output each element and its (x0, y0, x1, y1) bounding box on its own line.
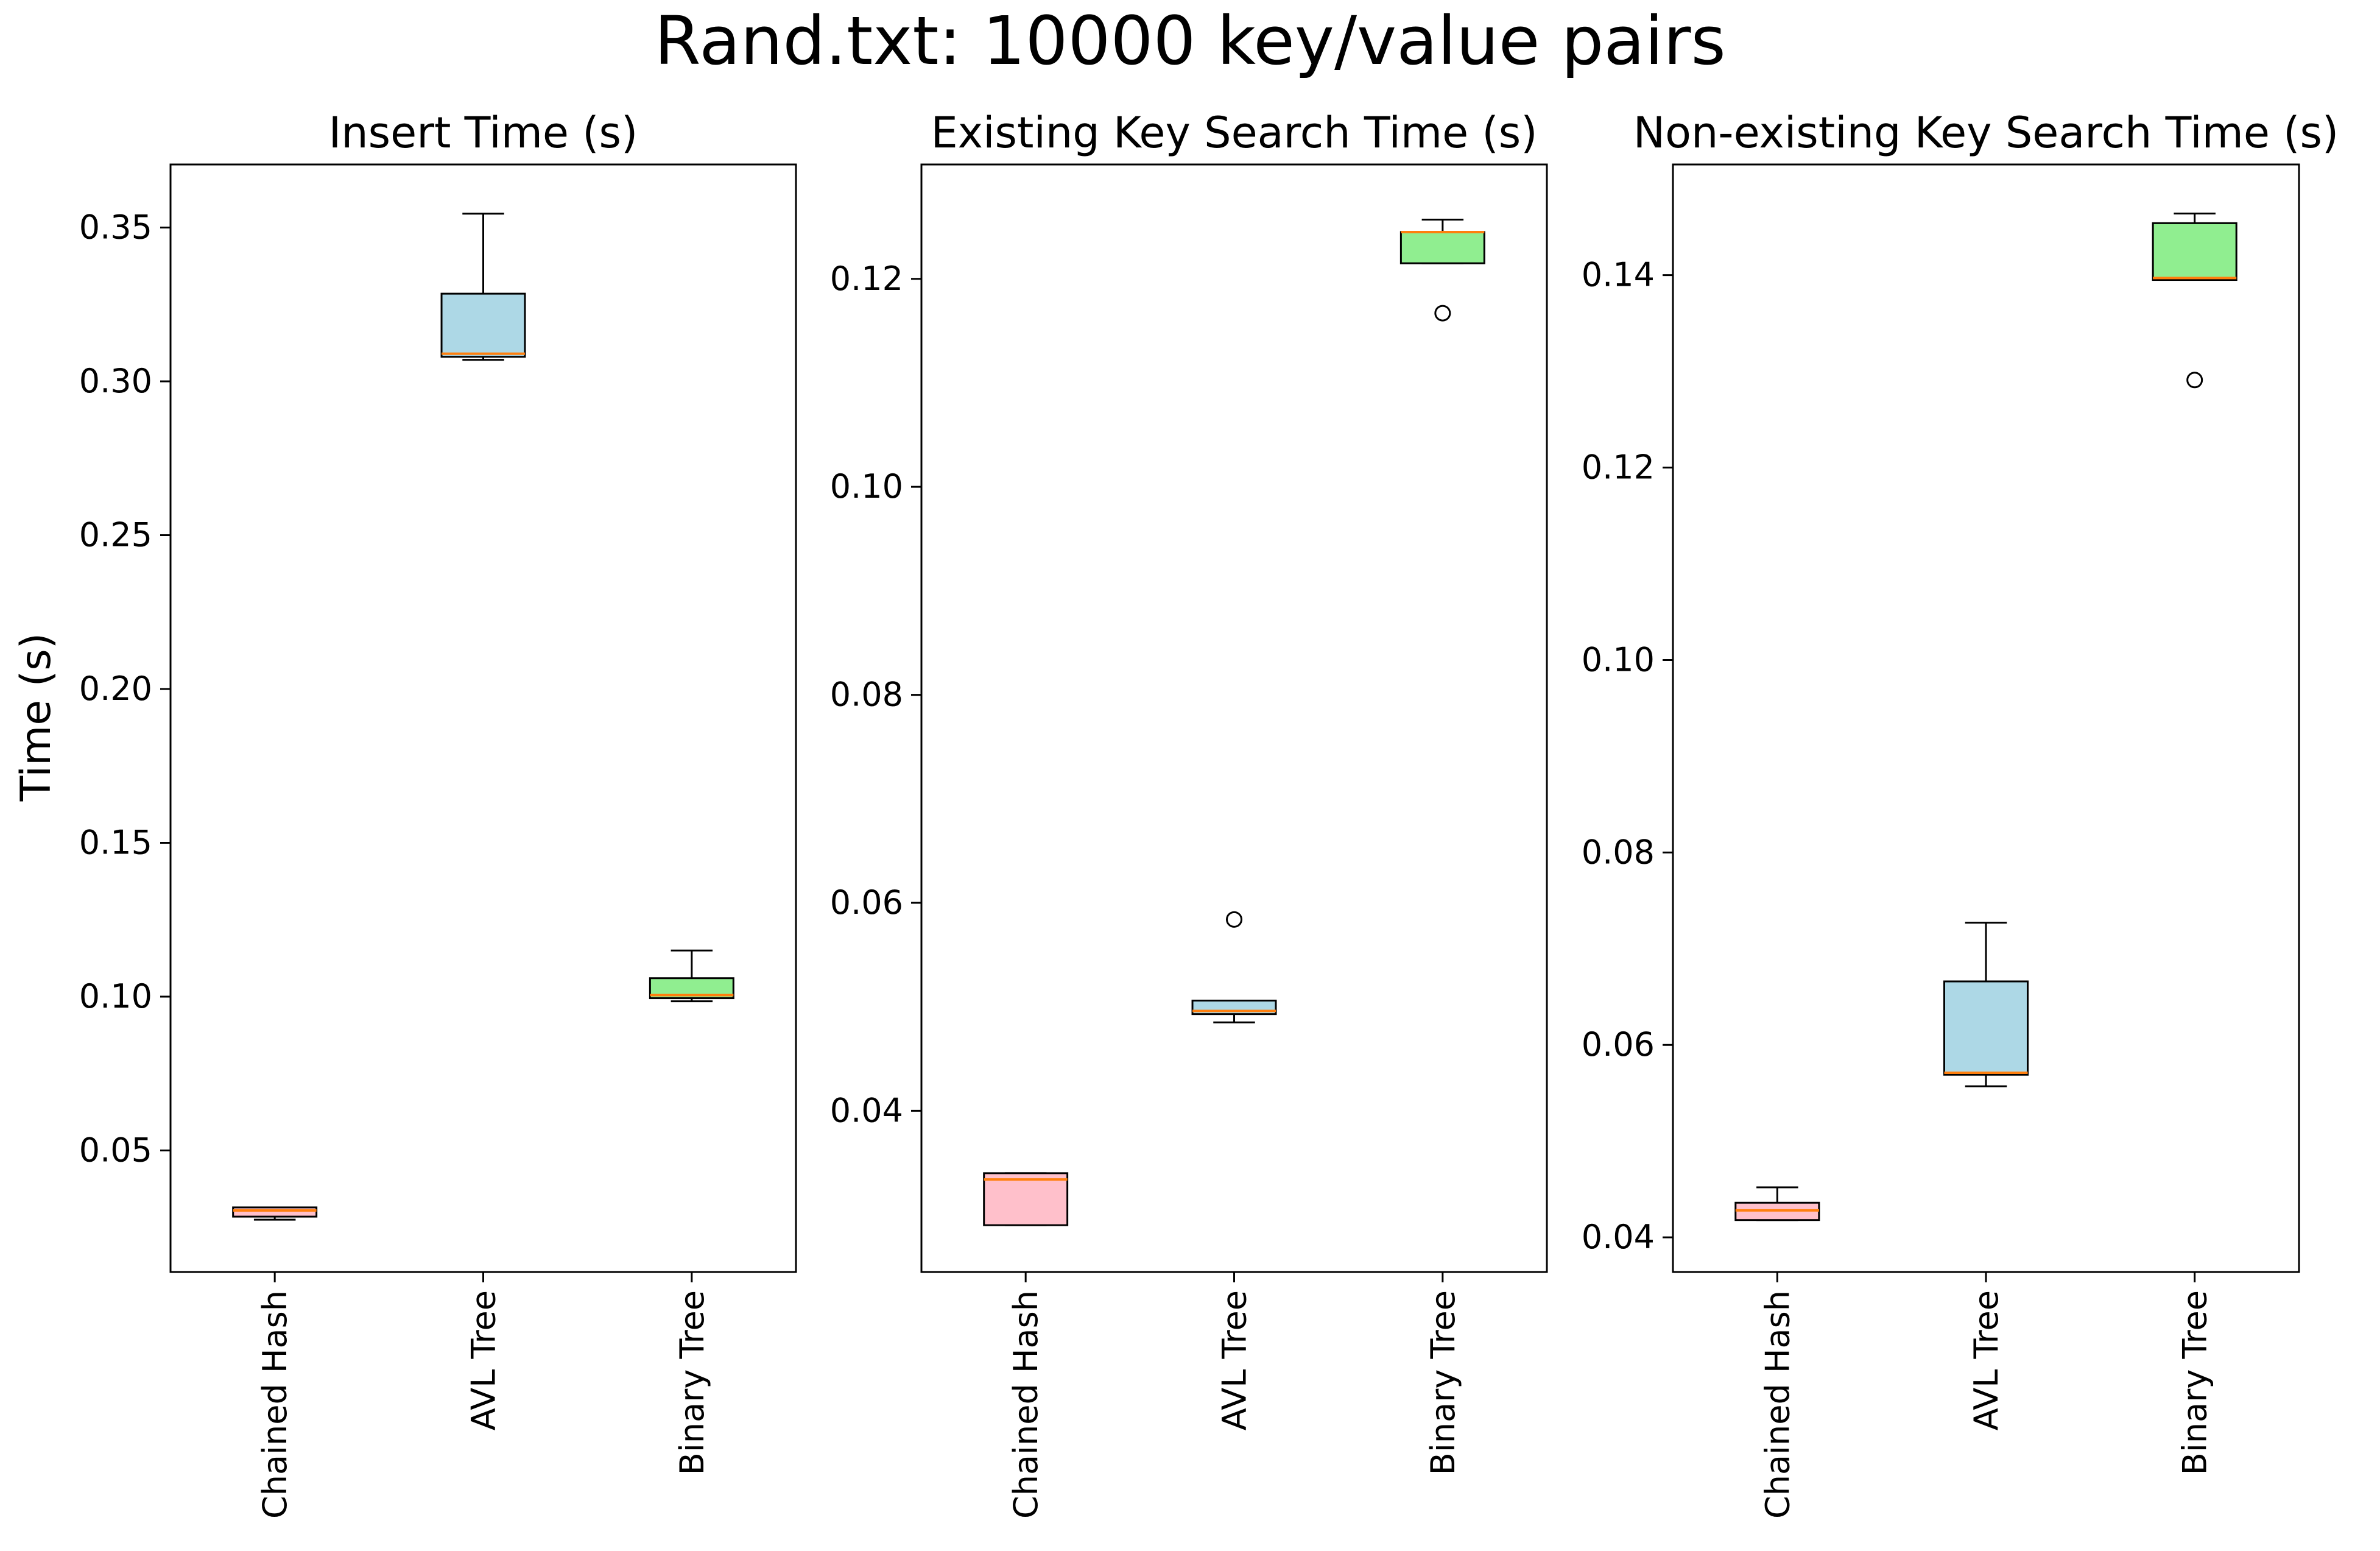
y-tick-label: 0.12 (1582, 448, 1655, 487)
outlier-point (1434, 305, 1451, 322)
subplot-2: Existing Key Search Time (s) 0.04 0.06 0.08… (830, 108, 1548, 1519)
subplot-3: Non-existing Key Search Time (s) 0.04 0.06… (1582, 108, 2339, 1519)
outlier-point (2186, 372, 2203, 389)
x-tick-label: Binary Tree (673, 1290, 711, 1475)
box-body (983, 1172, 1069, 1226)
outlier-point (1226, 911, 1242, 928)
box-avl-tree (1191, 911, 1277, 1023)
box-binary-tree (1399, 218, 1485, 322)
x-tick-label: AVL Tree (465, 1290, 503, 1430)
box-body (440, 292, 526, 358)
y-tick-label: 0.35 (79, 208, 152, 247)
axes-frame (920, 163, 1548, 1273)
y-tick-label: 0.08 (830, 676, 903, 714)
y-axis-label: Time (s) (12, 633, 60, 802)
axes-frame (169, 163, 797, 1273)
x-tick-label: Chained Hash (1758, 1290, 1797, 1519)
x-tick-label: Binary Tree (1424, 1290, 1462, 1475)
box-chained-hash (1734, 1186, 1820, 1221)
y-tick-label: 0.06 (1582, 1025, 1655, 1064)
y-tick-label: 0.10 (1582, 640, 1655, 679)
y-tick-label: 0.30 (79, 362, 152, 400)
box-body (1943, 980, 2029, 1076)
x-tick-label: AVL Tree (1216, 1290, 1254, 1430)
y-tick-label: 0.12 (830, 260, 903, 298)
box-avl-tree (440, 213, 526, 361)
y-tick-label: 0.10 (830, 467, 903, 506)
y-tick-label: 0.04 (830, 1091, 903, 1129)
y-tick-label: 0.04 (1582, 1218, 1655, 1256)
y-tick-label: 0.20 (79, 670, 152, 708)
y-tick-label: 0.10 (79, 977, 152, 1016)
box-body (1399, 231, 1485, 264)
box-binary-tree (2152, 213, 2237, 389)
x-tick-label: Chained Hash (1007, 1290, 1045, 1519)
box-body (232, 1206, 318, 1218)
y-tick-label: 0.06 (830, 883, 903, 922)
axes-frame (1672, 163, 2300, 1273)
subplots: Insert Time (s) 0.05 0.10 0.15 0.20 0.25 0.30 0… (79, 108, 2339, 1519)
y-tick-label: 0.14 (1582, 256, 1655, 294)
y-tick-label: 0.08 (1582, 833, 1655, 871)
subplot-title: Existing Key Search Time (s) (931, 108, 1537, 158)
y-tick-label: 0.25 (79, 516, 152, 554)
subplot-title: Non-existing Key Search Time (s) (1633, 108, 2339, 158)
box-body (2152, 222, 2237, 281)
box-binary-tree (649, 949, 734, 1003)
box-avl-tree (1943, 922, 2029, 1087)
x-tick-label: Binary Tree (2176, 1290, 2214, 1475)
box-chained-hash (232, 1206, 318, 1221)
subplot-title: Insert Time (s) (329, 108, 638, 158)
x-tick-label: Chained Hash (256, 1290, 294, 1519)
x-tick-label: AVL Tree (1967, 1290, 2005, 1430)
y-tick-label: 0.15 (79, 824, 152, 862)
y-tick-label: 0.05 (79, 1131, 152, 1170)
figure-title: Rand.txt: 10000 key/value pairs (654, 2, 1726, 80)
box-chained-hash (983, 1172, 1069, 1226)
subplot-1: Insert Time (s) 0.05 0.10 0.15 0.20 0.25 0.30 0… (79, 108, 797, 1519)
